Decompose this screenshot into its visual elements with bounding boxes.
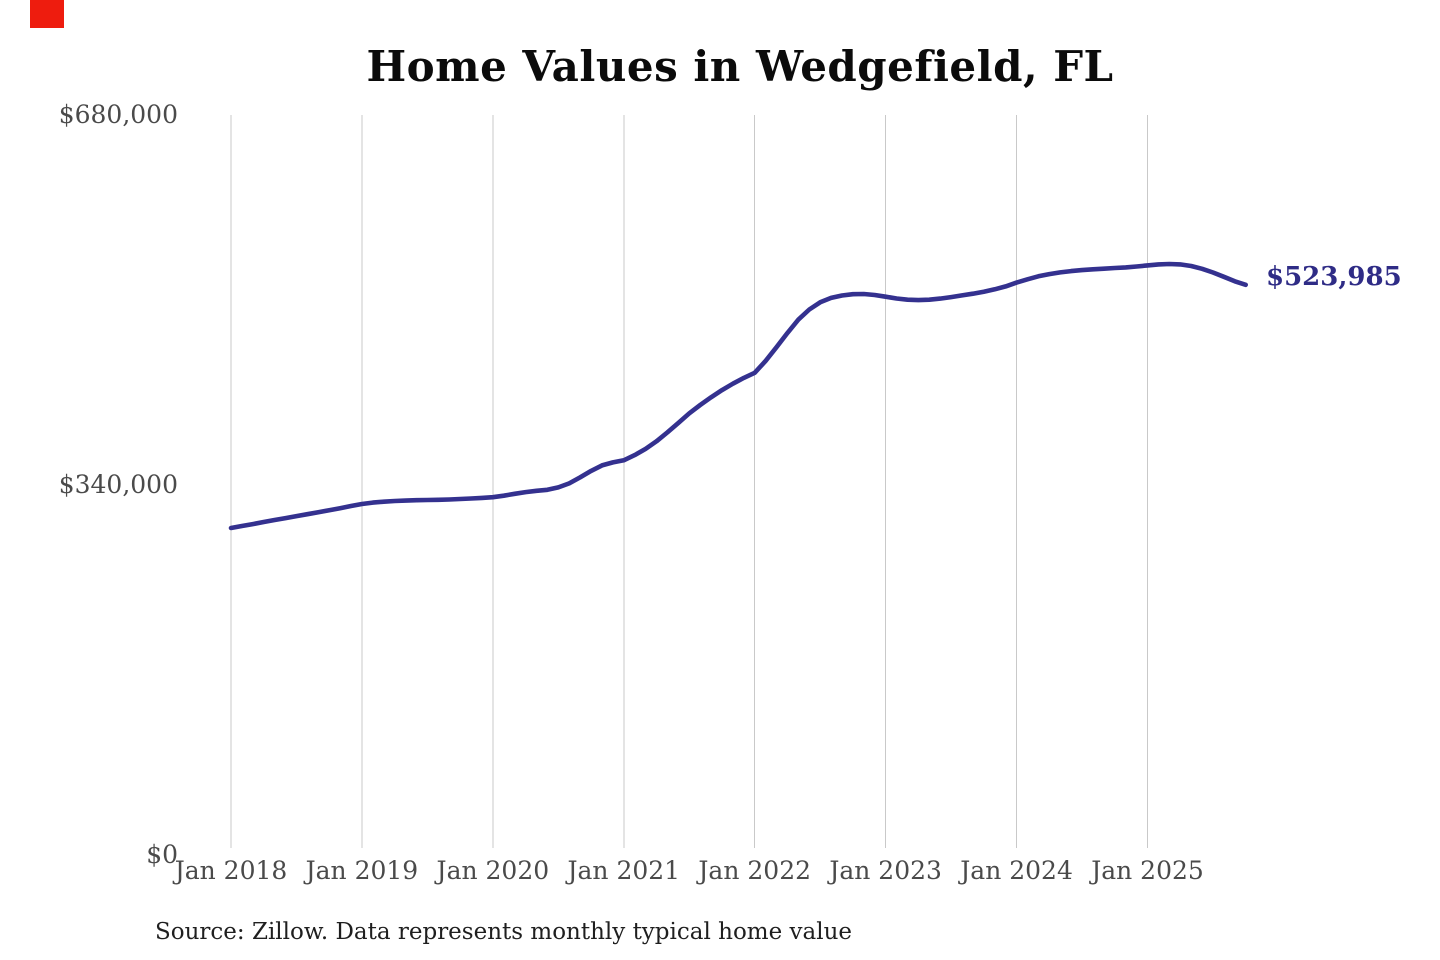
x-tick-label: Jan 2020: [436, 856, 550, 885]
y-tick-label: $340,000: [58, 470, 178, 499]
x-tick-label: Jan 2023: [829, 856, 942, 885]
x-tick-label: Jan 2024: [960, 856, 1073, 885]
chart-title: Home Values in Wedgefield, FL: [366, 42, 1114, 91]
y-tick-label: $680,000: [58, 100, 178, 129]
red-marker: [30, 0, 64, 28]
latest-value-label: $523,985: [1266, 262, 1402, 292]
x-tick-label: Jan 2019: [305, 856, 419, 885]
x-tick-label: Jan 2021: [567, 856, 681, 885]
y-tick-label: $0: [146, 840, 178, 869]
home-value-line: [228, 261, 1248, 531]
source-note: Source: Zillow. Data represents monthly …: [155, 919, 853, 945]
x-tick-label: Jan 2025: [1091, 856, 1204, 885]
x-tick-label: Jan 2022: [698, 856, 812, 885]
x-tick-label: Jan 2018: [174, 856, 288, 885]
gridlines: [230, 115, 1149, 848]
